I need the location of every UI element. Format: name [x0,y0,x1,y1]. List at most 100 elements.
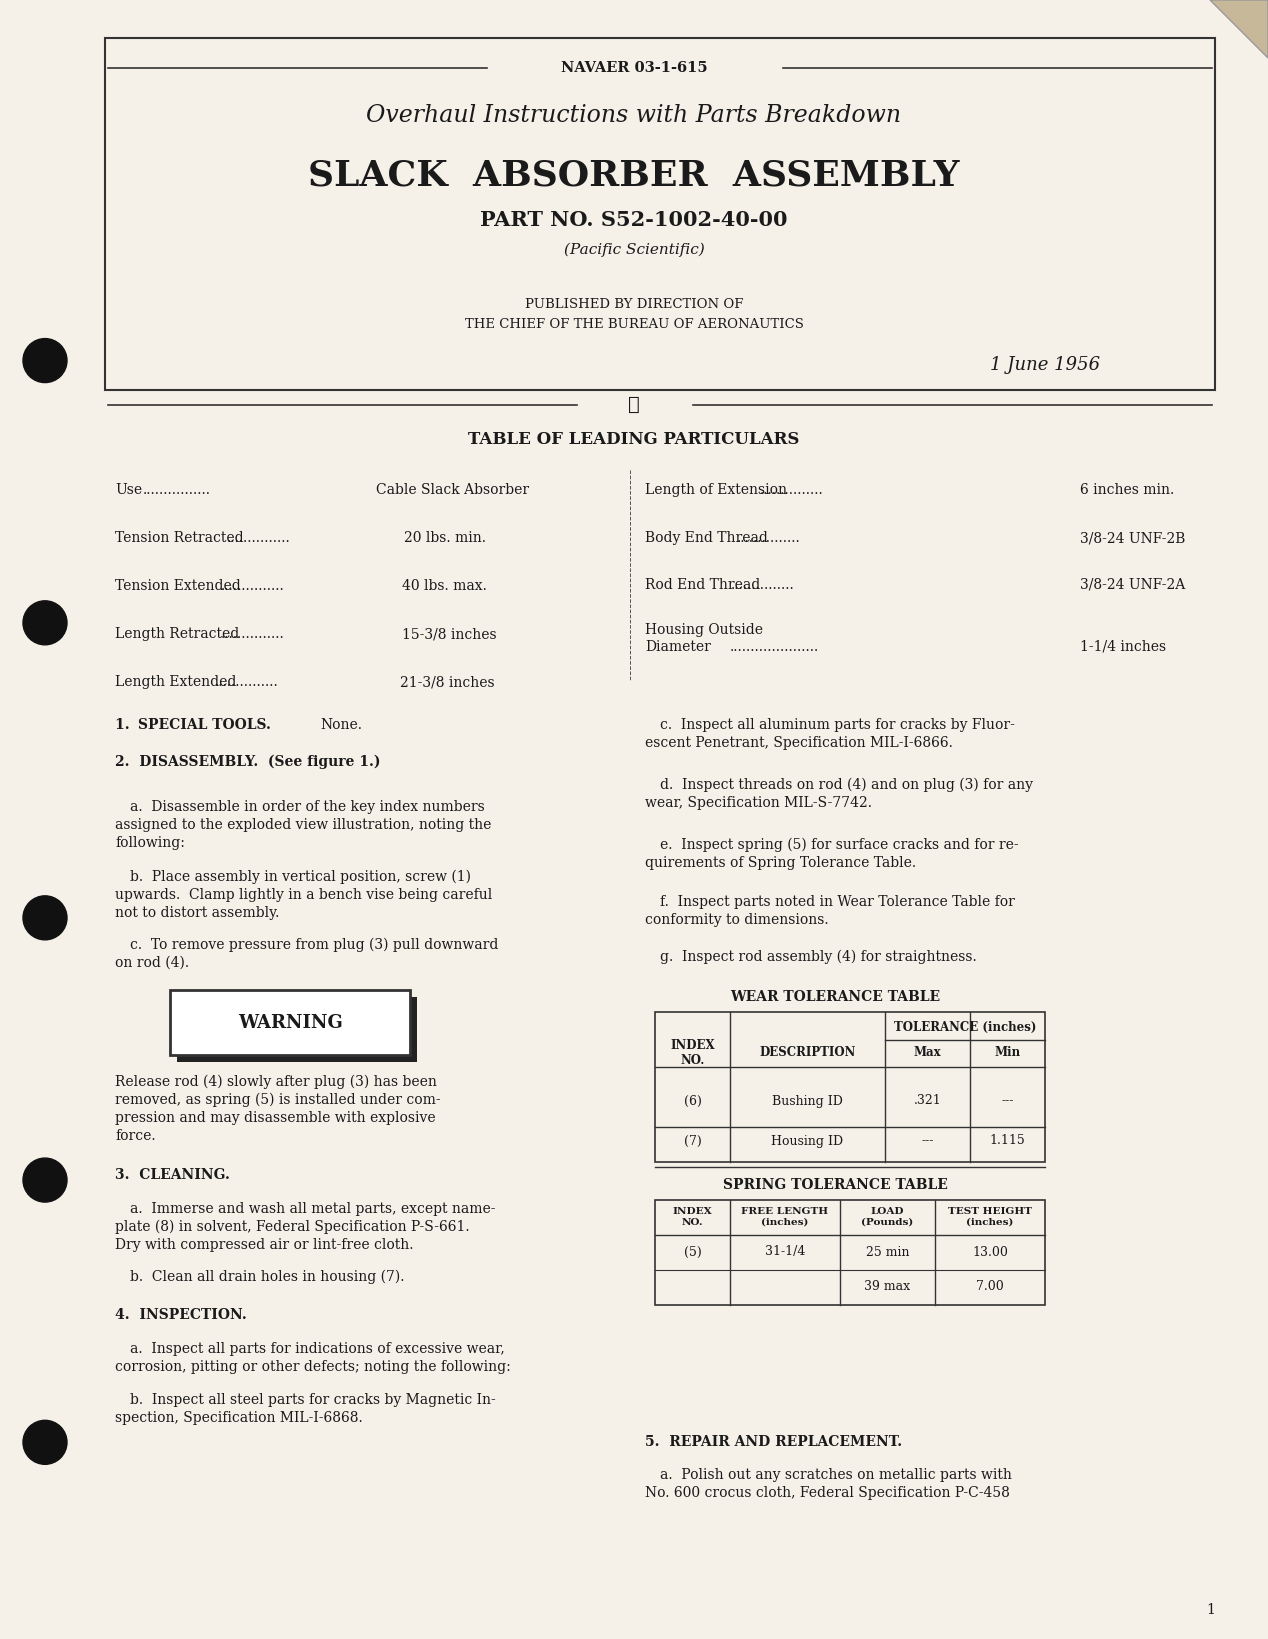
Text: Cable Slack Absorber: Cable Slack Absorber [377,484,529,497]
Text: 3/8-24 UNF-2B: 3/8-24 UNF-2B [1080,531,1186,546]
Bar [656,1011,1045,1162]
Text: 1-1/4 inches: 1-1/4 inches [1080,639,1167,654]
Text: Body End Thread: Body End Thread [645,531,768,546]
Text: 15-3/8 inches: 15-3/8 inches [402,628,497,641]
Text: ...............: ............... [216,675,279,688]
Text: b.  Clean all drain holes in housing (7).: b. Clean all drain holes in housing (7). [131,1270,404,1285]
Text: not to distort assembly.: not to distort assembly. [115,906,279,919]
Text: Dry with compressed air or lint-free cloth.: Dry with compressed air or lint-free clo… [115,1237,413,1252]
Text: Housing ID: Housing ID [771,1134,843,1147]
Text: WARNING: WARNING [237,1013,342,1031]
Text: 4.  INSPECTION.: 4. INSPECTION. [115,1308,247,1323]
Text: 25 min: 25 min [866,1246,909,1259]
Text: FREE LENGTH
(inches): FREE LENGTH (inches) [742,1208,828,1226]
Text: Release rod (4) slowly after plug (3) has been: Release rod (4) slowly after plug (3) ha… [115,1075,437,1090]
Bar [656,1200,1045,1305]
Text: upwards.  Clamp lightly in a bench vise being careful: upwards. Clamp lightly in a bench vise b… [115,888,492,901]
Text: 1 June 1956: 1 June 1956 [990,356,1101,374]
Text: Length Retracted: Length Retracted [115,628,240,641]
Text: PART NO. S52-1002-40-00: PART NO. S52-1002-40-00 [481,210,787,229]
Circle shape [23,339,67,382]
Text: corrosion, pitting or other defects; noting the following:: corrosion, pitting or other defects; not… [115,1360,511,1373]
Bar [178,997,417,1062]
Text: Length Extended: Length Extended [115,675,236,688]
Text: following:: following: [115,836,185,851]
Text: c.  To remove pressure from plug (3) pull downward: c. To remove pressure from plug (3) pull… [131,938,498,952]
Text: ---: --- [1002,1095,1013,1108]
Text: c.  Inspect all aluminum parts for cracks by Fluor-: c. Inspect all aluminum parts for cracks… [661,718,1014,733]
Text: ...............: ............... [221,579,285,593]
Text: WEAR TOLERANCE TABLE: WEAR TOLERANCE TABLE [730,990,940,1005]
Text: Tension Retracted: Tension Retracted [115,531,243,546]
Circle shape [23,602,67,644]
Text: ...............: ............... [737,531,801,546]
Text: Length of Extension: Length of Extension [645,484,787,497]
Text: a.  Immerse and wash all metal parts, except name-: a. Immerse and wash all metal parts, exc… [131,1201,496,1216]
Text: 3.  CLEANING.: 3. CLEANING. [115,1169,230,1182]
Circle shape [23,897,67,939]
Text: (5): (5) [683,1246,701,1259]
Text: wear, Specification MIL-S-7742.: wear, Specification MIL-S-7742. [645,797,872,810]
Text: Rod End Thread: Rod End Thread [645,579,761,592]
Text: a.  Inspect all parts for indications of excessive wear,: a. Inspect all parts for indications of … [131,1342,505,1355]
Text: Min: Min [994,1046,1021,1059]
Text: .321: .321 [914,1095,941,1108]
Text: .....................: ..................... [730,639,819,654]
Text: force.: force. [115,1129,156,1142]
Text: INDEX
NO.: INDEX NO. [673,1208,713,1226]
Text: g.  Inspect rod assembly (4) for straightness.: g. Inspect rod assembly (4) for straight… [661,951,976,964]
Text: ...............: ............... [761,484,824,497]
Text: 31-1/4: 31-1/4 [765,1246,805,1259]
Text: 2.  DISASSEMBLY.  (See figure 1.): 2. DISASSEMBLY. (See figure 1.) [115,756,380,769]
Text: escent Penetrant, Specification MIL-I-6866.: escent Penetrant, Specification MIL-I-68… [645,736,952,751]
Text: 39 max: 39 max [865,1280,910,1293]
Text: SPECIAL TOOLS.: SPECIAL TOOLS. [138,718,271,733]
Text: 1.: 1. [115,718,139,733]
Text: b.  Inspect all steel parts for cracks by Magnetic In-: b. Inspect all steel parts for cracks by… [131,1393,496,1406]
Text: a.  Disassemble in order of the key index numbers: a. Disassemble in order of the key index… [131,800,484,815]
Text: DESCRIPTION: DESCRIPTION [760,1046,856,1059]
Text: 1: 1 [1206,1603,1215,1618]
Text: LOAD
(Pounds): LOAD (Pounds) [861,1208,914,1226]
Bar [105,38,1215,390]
Text: ...............: ............... [227,531,290,546]
Text: assigned to the exploded view illustration, noting the: assigned to the exploded view illustrati… [115,818,492,833]
Text: Tension Extended: Tension Extended [115,579,241,593]
Text: 21-3/8 inches: 21-3/8 inches [399,675,495,688]
Text: 3/8-24 UNF-2A: 3/8-24 UNF-2A [1080,579,1186,592]
Text: Use: Use [115,484,142,497]
Text: Max: Max [914,1046,941,1059]
Text: ★: ★ [628,397,640,415]
Text: removed, as spring (5) is installed under com-: removed, as spring (5) is installed unde… [115,1093,440,1108]
Text: ................: ................ [143,484,210,497]
Text: (7): (7) [683,1134,701,1147]
Bar [170,990,410,1056]
Text: None.: None. [320,718,361,733]
Text: TEST HEIGHT
(inches): TEST HEIGHT (inches) [948,1208,1032,1226]
Text: SLACK  ABSORBER  ASSEMBLY: SLACK ABSORBER ASSEMBLY [308,157,960,192]
Text: on rod (4).: on rod (4). [115,956,189,970]
Text: Housing Outside: Housing Outside [645,623,763,638]
Text: SPRING TOLERANCE TABLE: SPRING TOLERANCE TABLE [723,1178,947,1192]
Text: Bushing ID: Bushing ID [772,1095,843,1108]
Text: e.  Inspect spring (5) for surface cracks and for re-: e. Inspect spring (5) for surface cracks… [661,838,1018,852]
Circle shape [23,1421,67,1464]
Text: 20 lbs. min.: 20 lbs. min. [404,531,486,546]
Text: spection, Specification MIL-I-6868.: spection, Specification MIL-I-6868. [115,1411,363,1424]
Text: quirements of Spring Tolerance Table.: quirements of Spring Tolerance Table. [645,856,915,870]
Text: TABLE OF LEADING PARTICULARS: TABLE OF LEADING PARTICULARS [468,431,800,449]
Text: f.  Inspect parts noted in Wear Tolerance Table for: f. Inspect parts noted in Wear Tolerance… [661,895,1014,910]
Text: THE CHIEF OF THE BUREAU OF AERONAUTICS: THE CHIEF OF THE BUREAU OF AERONAUTICS [464,318,804,331]
Text: 6 inches min.: 6 inches min. [1080,484,1174,497]
Text: a.  Polish out any scratches on metallic parts with: a. Polish out any scratches on metallic … [661,1469,1012,1482]
Text: pression and may disassemble with explosive: pression and may disassemble with explos… [115,1111,436,1124]
Text: NAVAER 03-1-615: NAVAER 03-1-615 [560,61,708,75]
Text: 13.00: 13.00 [973,1246,1008,1259]
Text: No. 600 crocus cloth, Federal Specification P-C-458: No. 600 crocus cloth, Federal Specificat… [645,1487,1009,1500]
Text: PUBLISHED BY DIRECTION OF: PUBLISHED BY DIRECTION OF [525,298,743,311]
Text: ---: --- [922,1134,933,1147]
Text: 1.115: 1.115 [989,1134,1026,1147]
Circle shape [23,1159,67,1201]
Text: (Pacific Scientific): (Pacific Scientific) [563,243,705,257]
Text: conformity to dimensions.: conformity to dimensions. [645,913,828,928]
